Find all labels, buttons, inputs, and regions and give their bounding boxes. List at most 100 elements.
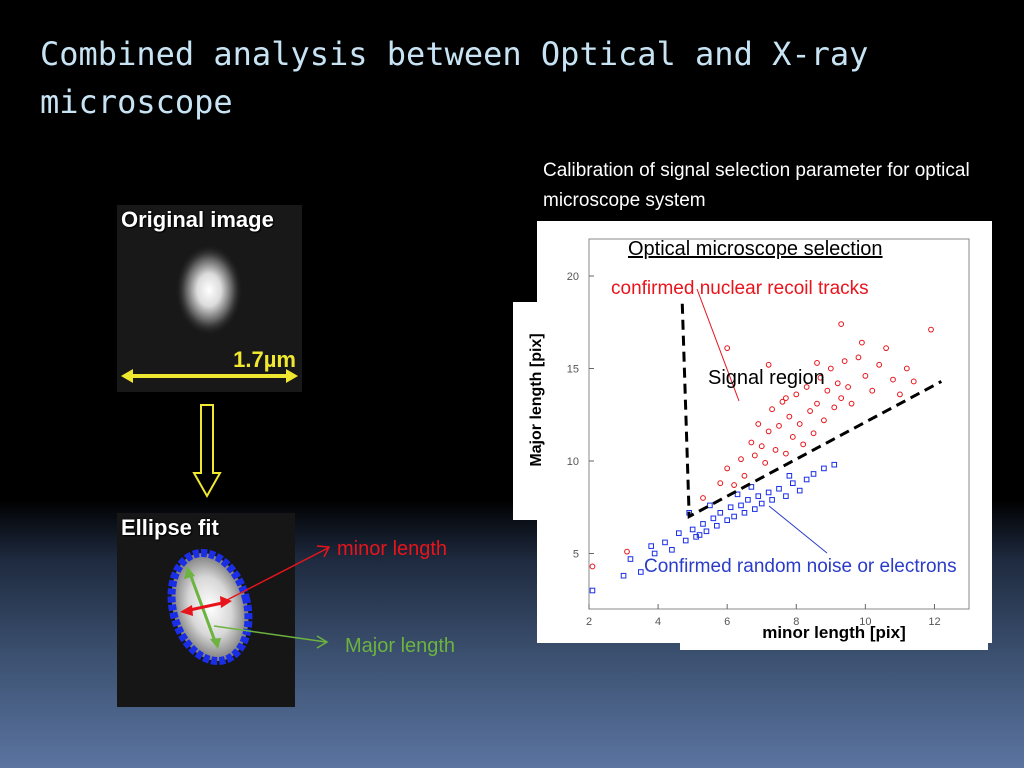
plot-area-frame — [588, 238, 970, 610]
red-data-point — [848, 400, 855, 407]
red-data-point — [845, 384, 851, 390]
signal-region-annotation: Signal region — [708, 367, 825, 389]
blue-data-point — [700, 521, 706, 527]
red-data-point — [869, 387, 876, 394]
blue-data-point — [638, 569, 644, 575]
selection-boundary-line — [680, 303, 943, 519]
scale-label: 1.7µm — [233, 347, 296, 372]
down-arrow-icon — [192, 404, 222, 499]
red-data-point — [624, 548, 630, 555]
blue-data-point — [627, 556, 634, 562]
red-data-point — [821, 417, 827, 424]
red-data-point — [793, 391, 800, 398]
blue-data-point — [734, 491, 741, 498]
blue-data-point — [651, 550, 658, 557]
scatter-chart: 2 4 6 8 10 12 5 10 15 20 — [567, 238, 970, 628]
red-data-point — [883, 345, 889, 352]
blue-data-point — [831, 461, 838, 468]
red-data-point — [824, 387, 831, 394]
red-data-point — [772, 447, 779, 453]
noise-pointer-line — [768, 505, 828, 554]
blue-data-point — [710, 515, 717, 522]
red-data-point — [783, 395, 789, 402]
blue-data-point — [790, 480, 796, 486]
x-tick-label: 10 — [859, 616, 871, 628]
blue-data-point — [803, 476, 810, 483]
red-data-point — [831, 404, 838, 411]
red-data-point — [755, 421, 762, 427]
red-data-point — [928, 326, 934, 333]
red-data-point — [838, 395, 845, 402]
blue-data-point — [682, 537, 689, 544]
red-data-point — [738, 456, 744, 463]
red-data-point — [814, 400, 820, 407]
blue-data-point — [769, 497, 775, 503]
y-tick-label: 5 — [573, 549, 579, 561]
blue-data-point — [810, 471, 817, 477]
blue-data-point — [669, 547, 675, 553]
blue-data-point — [620, 572, 627, 579]
recoil-pointer-line — [696, 288, 740, 402]
blue-data-point — [696, 532, 703, 538]
blue-data-point — [783, 493, 789, 499]
original-image — [117, 205, 302, 392]
red-data-point — [800, 441, 807, 448]
ellipse-fit-label: Ellipse fit — [121, 515, 219, 540]
red-data-point — [817, 374, 824, 381]
y-tick-label: 20 — [567, 271, 579, 283]
red-data-point — [859, 339, 865, 346]
red-data-point — [717, 480, 724, 487]
red-data-point — [876, 361, 883, 368]
blue-data-point — [741, 510, 748, 516]
red-data-point — [589, 563, 596, 570]
blue-data-point — [738, 502, 744, 509]
red-data-point — [803, 384, 810, 390]
blue-data-point — [745, 497, 751, 503]
blue-data-point — [703, 528, 710, 535]
red-data-point — [758, 443, 765, 450]
red-data-point — [910, 378, 917, 385]
blue-data-point — [717, 510, 724, 516]
y-tick-label: 10 — [567, 456, 579, 468]
blue-data-point — [731, 513, 737, 520]
slide-title: Combined analysis between Optical and X-… — [40, 35, 869, 121]
red-data-point — [748, 439, 755, 446]
blue-data-point — [776, 485, 782, 492]
blue-data-point — [758, 500, 765, 507]
red-data-point — [834, 380, 841, 387]
blue-data-point — [714, 522, 720, 529]
ellipse-fit-image — [117, 513, 295, 707]
x-tick-label: 2 — [586, 616, 592, 628]
red-data-point — [769, 406, 775, 413]
x-tick-label: 4 — [655, 616, 661, 628]
blue-data-point — [752, 506, 758, 512]
red-data-point — [786, 413, 793, 420]
blue-data-point — [755, 493, 762, 499]
red-data-point — [810, 430, 817, 437]
red-data-point — [807, 408, 813, 414]
blue-data-point — [689, 526, 696, 533]
red-data-point — [862, 373, 869, 379]
y-tick-label: 15 — [567, 364, 579, 376]
blue-data-point — [589, 587, 596, 594]
xlabel-background — [680, 618, 988, 650]
ylabel-background — [513, 302, 551, 520]
red-data-point — [789, 434, 796, 440]
red-data-point — [855, 354, 862, 361]
red-data-point — [897, 391, 903, 398]
red-data-point — [903, 365, 910, 372]
ellipse-fit-panel: Ellipse fit — [117, 513, 295, 707]
red-data-point — [814, 360, 820, 366]
blue-data-point — [765, 489, 772, 496]
red-data-point — [838, 321, 845, 327]
red-data-point — [765, 428, 772, 435]
x-tick-label: 12 — [928, 616, 940, 628]
red-data-point — [796, 421, 803, 427]
blue-data-point — [676, 530, 682, 536]
major-length-label: Major length — [345, 635, 456, 657]
original-image-panel: Original image 1.7µm — [117, 205, 302, 392]
y-axis-label: Major length [pix] — [528, 333, 545, 467]
noise-annotation: Confirmed random noise or electrons — [644, 556, 957, 577]
blue-data-point — [662, 539, 668, 546]
